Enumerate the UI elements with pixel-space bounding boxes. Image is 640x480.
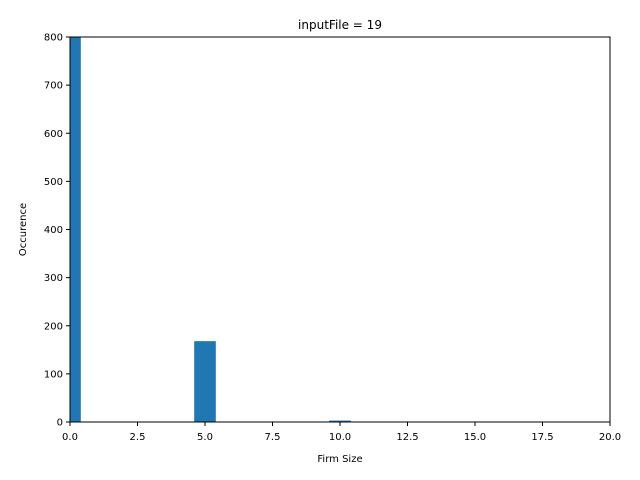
chart-title: inputFile = 19	[298, 18, 382, 32]
x-tick-label: 15.0	[464, 432, 486, 443]
bars-group	[70, 37, 351, 422]
y-tick-label: 600	[44, 129, 63, 140]
y-tick-label: 200	[44, 321, 63, 332]
y-tick-label: 700	[44, 81, 63, 92]
y-tick-label: 0	[57, 418, 63, 429]
x-tick-label: 12.5	[396, 432, 418, 443]
y-tick-label: 800	[44, 33, 63, 44]
x-axis-ticks: 0.0 2.5 5.0 7.5 10.0 12.5 15.0 17.5 20.0	[62, 422, 621, 443]
x-tick-label: 20.0	[599, 432, 621, 443]
y-tick-label: 500	[44, 177, 63, 188]
y-tick-label: 100	[44, 369, 63, 380]
x-axis-label: Firm Size	[317, 454, 362, 465]
bar-1	[194, 341, 216, 422]
plot-frame	[69, 36, 611, 423]
x-tick-label: 7.5	[265, 432, 281, 443]
x-tick-label: 10.0	[329, 432, 351, 443]
bar-0	[70, 37, 81, 422]
x-tick-label: 0.0	[62, 432, 78, 443]
x-tick-label: 2.5	[130, 432, 146, 443]
y-tick-label: 400	[44, 225, 63, 236]
bar-2	[329, 420, 351, 422]
x-tick-label: 17.5	[531, 432, 553, 443]
y-tick-label: 300	[44, 273, 63, 284]
y-axis-ticks: 0 100 200 300 400 500 600 700 800	[44, 33, 70, 429]
y-axis-label: Occurence	[18, 203, 29, 256]
x-tick-label: 5.0	[197, 432, 213, 443]
